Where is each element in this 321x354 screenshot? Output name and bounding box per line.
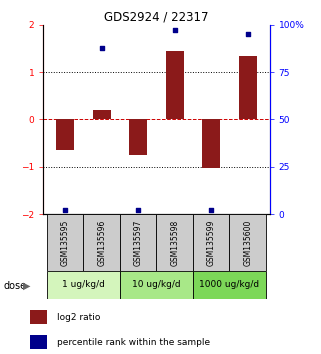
Bar <box>30 335 47 349</box>
Text: 1000 ug/kg/d: 1000 ug/kg/d <box>199 280 260 290</box>
Text: 10 ug/kg/d: 10 ug/kg/d <box>132 280 181 290</box>
Title: GDS2924 / 22317: GDS2924 / 22317 <box>104 11 209 24</box>
Point <box>99 45 104 50</box>
Text: GSM135598: GSM135598 <box>170 219 179 266</box>
Text: GSM135597: GSM135597 <box>134 219 143 266</box>
Text: dose: dose <box>3 281 26 291</box>
Text: percentile rank within the sample: percentile rank within the sample <box>57 338 210 347</box>
Bar <box>202 119 220 168</box>
Text: log2 ratio: log2 ratio <box>57 313 100 322</box>
Bar <box>120 271 193 299</box>
Point <box>63 207 68 213</box>
Bar <box>120 214 157 271</box>
Bar <box>129 119 147 155</box>
Bar <box>56 119 74 150</box>
Text: GSM135596: GSM135596 <box>97 219 106 266</box>
Bar <box>47 271 120 299</box>
Bar <box>47 214 83 271</box>
Text: ▶: ▶ <box>23 281 30 291</box>
Bar <box>166 51 184 119</box>
Point <box>245 32 250 37</box>
Bar <box>93 110 111 119</box>
Point <box>136 207 141 213</box>
Text: GSM135600: GSM135600 <box>243 219 252 266</box>
Point <box>172 28 177 33</box>
Text: GSM135595: GSM135595 <box>61 219 70 266</box>
Bar <box>193 214 230 271</box>
Bar <box>239 56 257 119</box>
Bar <box>157 214 193 271</box>
Bar <box>83 214 120 271</box>
Bar <box>230 214 266 271</box>
Point <box>209 207 214 213</box>
Bar <box>193 271 266 299</box>
Text: 1 ug/kg/d: 1 ug/kg/d <box>62 280 105 290</box>
Bar <box>30 310 47 324</box>
Text: GSM135599: GSM135599 <box>207 219 216 266</box>
